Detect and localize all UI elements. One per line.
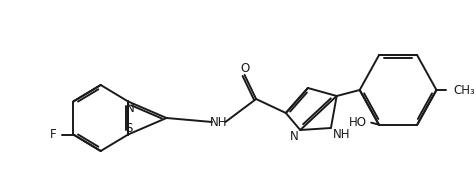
Text: N: N [290,131,299,143]
Text: CH₃: CH₃ [454,83,476,97]
Text: S: S [125,122,133,135]
Text: O: O [240,62,249,74]
Text: HO: HO [349,116,367,129]
Text: NH: NH [333,128,350,142]
Text: NH: NH [210,116,228,128]
Text: F: F [50,128,57,141]
Text: N: N [126,102,134,115]
